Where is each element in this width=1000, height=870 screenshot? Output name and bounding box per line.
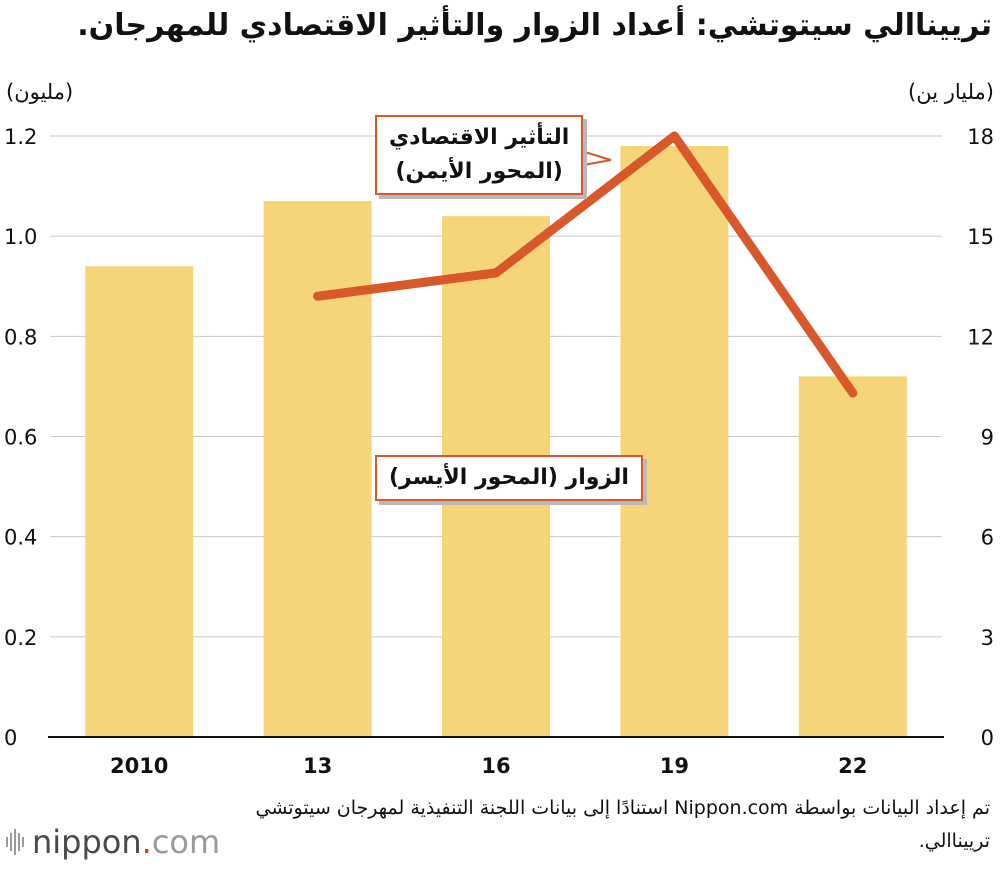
right-axis-unit: (مليار ين) xyxy=(908,80,994,104)
x-tick-label: 2010 xyxy=(110,754,168,778)
right-tick-label: 18 xyxy=(967,125,994,149)
left-tick-label: 0.6 xyxy=(4,426,37,450)
economic-impact-callout: التأثير الاقتصادي (المحور الأيمن) xyxy=(375,115,584,195)
visitors-callout: الزوار (المحور الأيسر) xyxy=(375,455,643,501)
economic-impact-point xyxy=(316,295,319,298)
right-tick-label: 3 xyxy=(981,626,994,650)
left-tick-label: 0.8 xyxy=(4,325,37,349)
chart-title: ترييناالي سيتوتشي: أعداد الزوار والتأثير… xyxy=(77,8,992,43)
left-tick-label: 0.4 xyxy=(4,526,37,550)
economic-impact-point xyxy=(851,392,854,395)
right-tick-label: 9 xyxy=(981,426,994,450)
logo-suffix: com xyxy=(151,823,221,861)
bar-19 xyxy=(620,146,729,737)
economic-impact-point xyxy=(673,135,676,137)
left-axis-unit: (مليون) xyxy=(6,80,74,104)
source-note: تم إعداد البيانات بواسطة Nippon.com استن… xyxy=(255,797,990,852)
logo-dot: . xyxy=(141,823,152,861)
nippon-logo: nippon. com xyxy=(6,822,220,862)
chart-canvas: 0 0.2 0.4 0.6 0.8 1.0 1.2 0 3 6 9 12 15 18 2010 13 16 19 2… xyxy=(4,125,994,778)
economic-callout-line-1: التأثير الاقتصادي xyxy=(389,125,570,150)
left-tick-label: 0.2 xyxy=(4,626,37,650)
right-tick-label: 12 xyxy=(967,325,994,349)
economic-impact-line xyxy=(313,131,858,398)
left-tick-label: 1.0 xyxy=(4,225,37,249)
left-tick-label: 1.2 xyxy=(4,125,37,149)
bar-22 xyxy=(798,376,907,737)
right-tick-label: 15 xyxy=(967,225,994,249)
economic-callout-line-2: (المحور الأيمن) xyxy=(395,159,563,184)
bar-13 xyxy=(263,201,372,737)
right-tick-label: 0 xyxy=(981,726,994,750)
bar-2010 xyxy=(85,266,194,737)
right-tick-label: 6 xyxy=(981,526,994,550)
left-tick-label: 0 xyxy=(4,726,17,750)
x-tick-label: 16 xyxy=(481,754,510,778)
economic-impact-point xyxy=(495,271,497,274)
x-tick-label: 19 xyxy=(660,754,689,778)
logo-text: nippon xyxy=(32,823,142,861)
x-tick-label: 22 xyxy=(838,754,867,778)
x-tick-label: 13 xyxy=(303,754,332,778)
logo-bars-icon xyxy=(6,829,24,855)
